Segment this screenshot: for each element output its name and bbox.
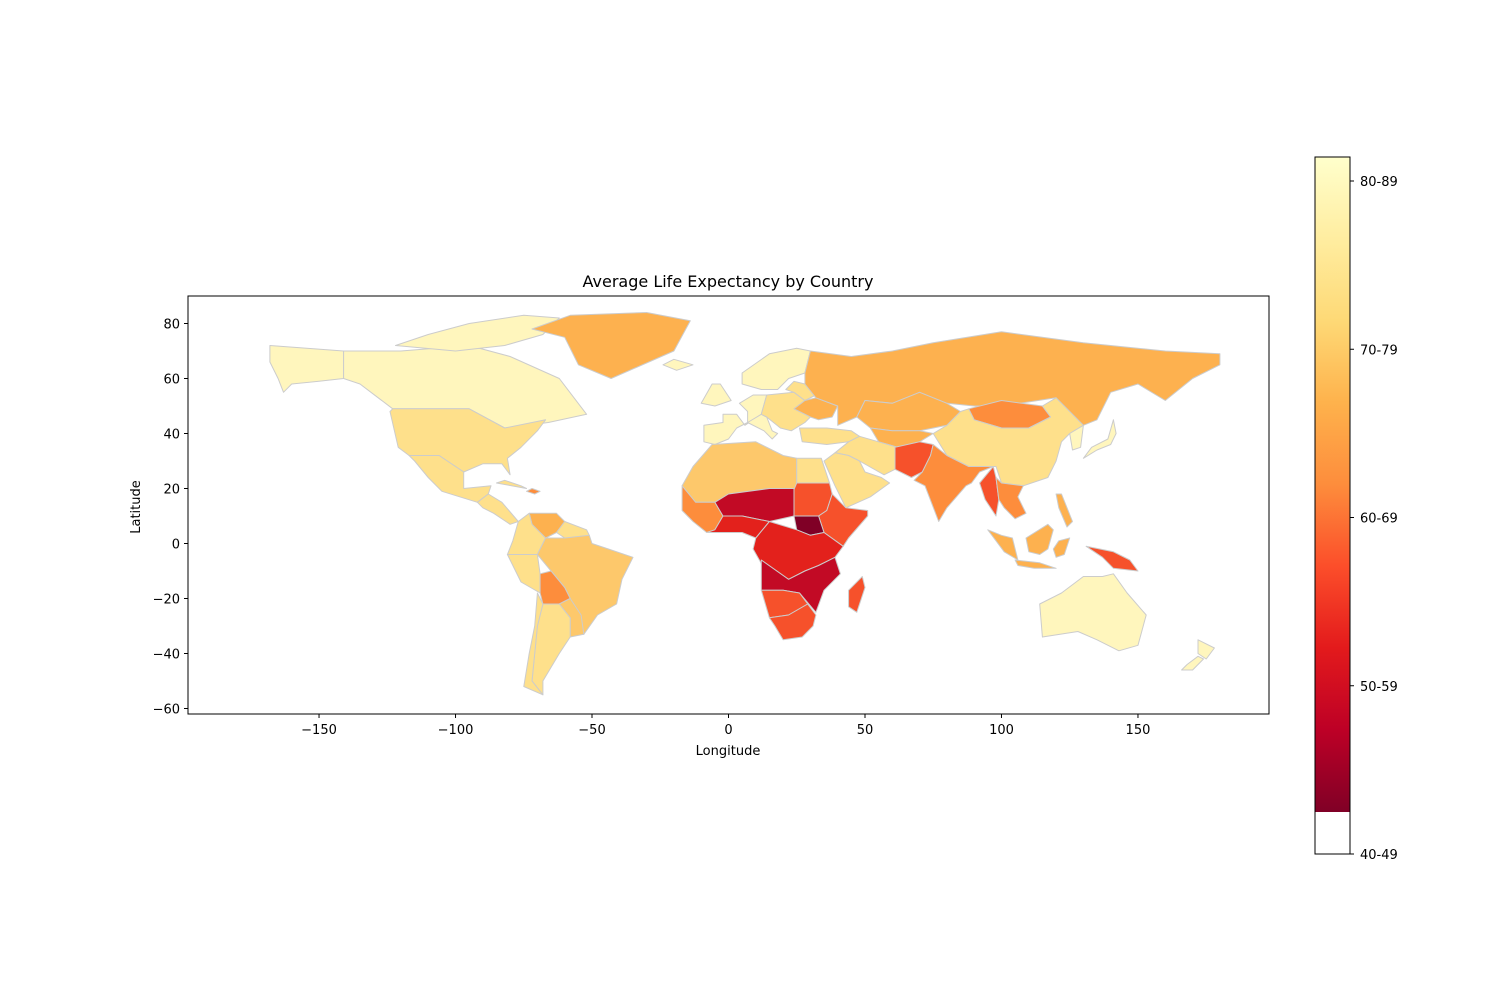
y-axis-label: Latitude	[129, 480, 144, 534]
region-sulawesi-moluccas: Sulawesi & Moluccas	[1052, 537, 1071, 558]
region-ukraine: Ukraine	[793, 397, 839, 421]
y-tick-label: −20	[153, 593, 180, 608]
x-tick-label: 150	[1126, 723, 1151, 738]
region-cuba: Cuba	[496, 479, 527, 489]
x-tick-label: 0	[724, 723, 732, 738]
y-tick-label: 0	[172, 538, 180, 553]
colorbar-tick-label: 40-49	[1360, 848, 1398, 863]
region-chile: Chile	[523, 592, 544, 696]
region-australia: Australia	[1039, 573, 1147, 652]
region-hispaniola: Hispaniola	[526, 488, 541, 495]
region-borneo: Borneo	[1025, 523, 1054, 555]
region-britain-ireland: Britain & Ireland	[700, 383, 732, 407]
region-new-zealand: New Zealand	[1197, 639, 1215, 660]
region-india: India	[913, 444, 994, 522]
y-tick-label: −60	[153, 703, 180, 718]
x-tick-label: −50	[578, 723, 605, 738]
y-tick-label: 80	[163, 318, 180, 333]
region-java-islands: Java & Islands	[1014, 559, 1057, 569]
colorbar-tick-label: 60-69	[1360, 512, 1398, 527]
region-madagascar: Madagascar	[848, 576, 866, 613]
colorbar-tick-label: 50-59	[1360, 680, 1398, 695]
region-alaska: Alaska	[269, 345, 345, 393]
region-russia: Russia	[804, 331, 1221, 426]
x-tick-label: 50	[857, 723, 874, 738]
x-axis-label: Longitude	[696, 744, 761, 759]
y-tick-label: 60	[163, 373, 180, 388]
x-axis: −150 −100 −50 0 50 100 150	[301, 714, 1150, 738]
y-tick-label: −40	[153, 648, 180, 663]
region-papua-new-guinea: Papua New Guinea	[1085, 545, 1139, 572]
region-indochina: Indochina	[995, 477, 1027, 520]
country-regions: AlaskaCanadaCanadian Arctic IslandsGreen…	[269, 312, 1221, 696]
y-tick-label: 20	[163, 483, 180, 498]
region-western-europe: Western Europe	[703, 394, 768, 445]
colorbar-empty-bin	[1315, 812, 1350, 854]
y-axis: −60 −40 −20 0 20 40 60 80	[153, 318, 188, 718]
x-tick-label: −100	[438, 723, 474, 738]
region-philippines: Philippines	[1055, 493, 1073, 528]
colorbar-tick-label: 70-79	[1360, 343, 1398, 358]
colorbar-ticks: 40-49 50-59 60-69 70-79 80-89	[1350, 175, 1398, 863]
region-south-africa: South Africa	[768, 603, 817, 641]
region-gulf-of-guinea: Gulf of Guinea	[706, 515, 770, 539]
region-iceland: Iceland	[662, 358, 694, 371]
colorbar: 40-49 50-59 60-69 70-79 80-89	[1314, 156, 1398, 863]
chart-title: Average Life Expectancy by Country	[583, 272, 874, 291]
x-tick-label: −150	[301, 723, 337, 738]
region-arabian-peninsula: Arabian Peninsula	[823, 452, 891, 509]
region-canadian-arctic-islands: Canadian Arctic Islands	[395, 314, 560, 352]
region-japan: Japan	[1082, 419, 1117, 459]
y-tick-label: 40	[163, 428, 180, 443]
region-greenland: Greenland	[531, 312, 691, 379]
x-tick-label: 100	[989, 723, 1014, 738]
colorbar-frame	[1314, 156, 1351, 855]
region-new-zealand-south: New Zealand South	[1181, 655, 1204, 671]
region-central-america: Central America	[476, 493, 519, 525]
region-korea-japan: Korea & Japan	[1069, 424, 1084, 451]
colorbar-tick-label: 80-89	[1360, 175, 1398, 190]
colorbar-gradient	[1315, 157, 1350, 812]
